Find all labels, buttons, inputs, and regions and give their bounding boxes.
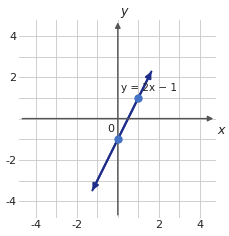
- Text: 0: 0: [107, 124, 114, 134]
- Text: y: y: [119, 5, 127, 18]
- Text: x: x: [216, 124, 224, 137]
- Text: y = 2x − 1: y = 2x − 1: [120, 83, 176, 93]
